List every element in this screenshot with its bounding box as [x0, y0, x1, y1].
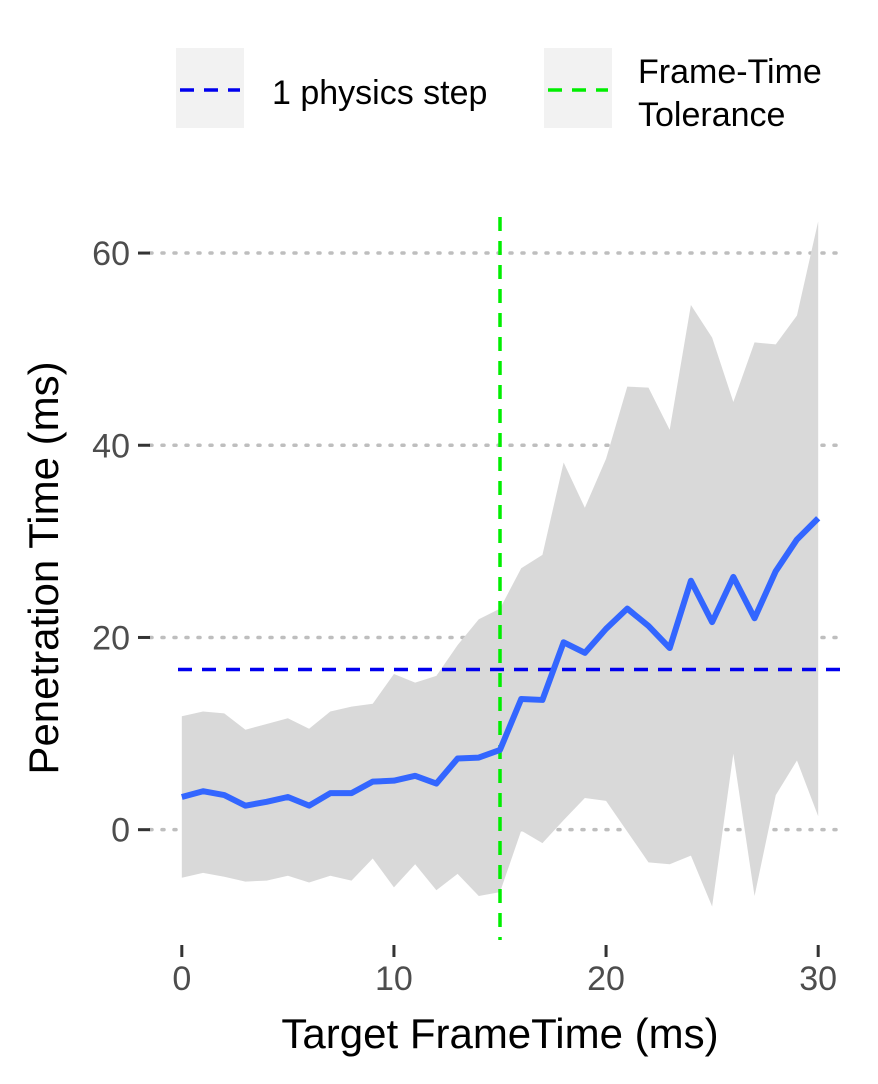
x-axis-title: Target FrameTime (ms): [281, 1010, 718, 1057]
reference-lines: [178, 217, 842, 940]
series-layer: [181, 516, 821, 809]
legend: 1 physics step Frame-Time Tolerance: [176, 48, 822, 134]
x-tick-label: 0: [172, 960, 191, 998]
y-tick-label: 0: [111, 812, 130, 850]
legend-label: 1 physics step: [272, 74, 487, 112]
x-tick-label: 10: [375, 960, 413, 998]
y-tick-label: 60: [92, 235, 130, 273]
y-axis-title: Penetration Time (ms): [20, 361, 67, 774]
axes: 0 20 40 60 0 10 20 30: [92, 235, 837, 998]
series-line-mean-penetration: [181, 516, 821, 809]
confidence-ribbon-layer: [181, 221, 819, 907]
legend-label: Frame-Time: [638, 53, 822, 91]
legend-key-box: [544, 48, 612, 128]
x-tick-label: 20: [587, 960, 625, 998]
x-tick-label: 30: [799, 960, 837, 998]
legend-key-box: [176, 48, 244, 128]
legend-label: Tolerance: [638, 96, 785, 134]
y-tick-label: 20: [92, 619, 130, 657]
y-tick-label: 40: [92, 427, 130, 465]
confidence-ribbon: [181, 221, 819, 907]
